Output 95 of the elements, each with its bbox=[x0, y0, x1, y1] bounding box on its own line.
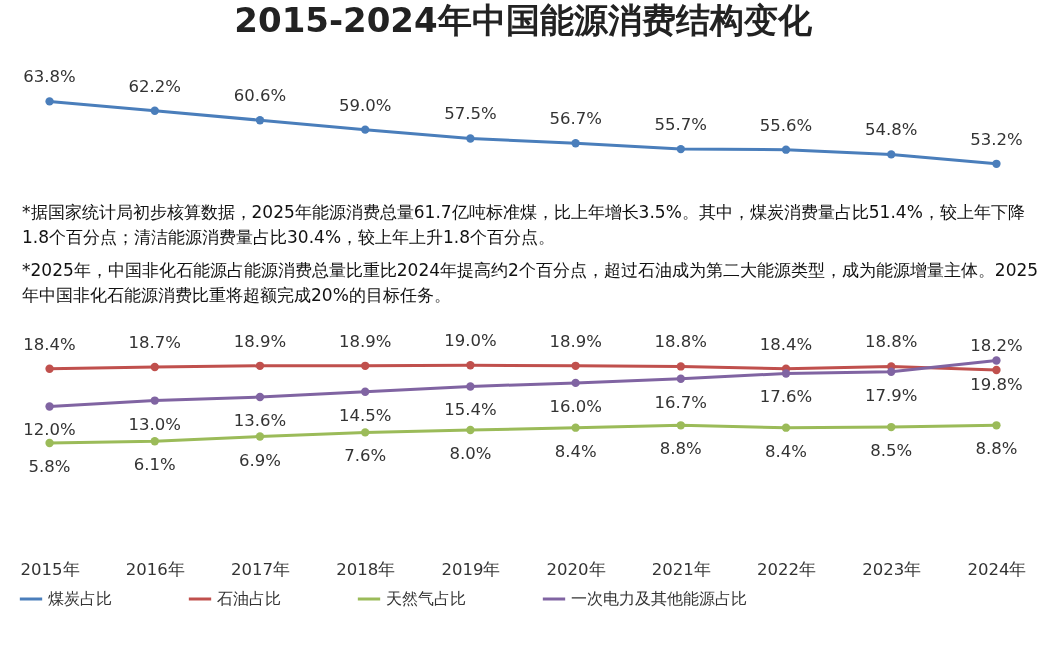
point bbox=[466, 382, 475, 391]
data-label: 8.0% bbox=[449, 444, 492, 464]
point bbox=[150, 362, 159, 372]
x-tick-label: 2017年 bbox=[230, 559, 290, 579]
point bbox=[992, 365, 1001, 375]
chart-title: 2015-2024年中国能源消费结构变化 bbox=[234, 0, 813, 41]
data-label: 57.5% bbox=[444, 104, 497, 124]
x-tick-label: 2022年 bbox=[757, 559, 817, 579]
x-tick-label: 2020年 bbox=[546, 559, 606, 579]
data-label: 16.0% bbox=[549, 396, 602, 416]
point bbox=[781, 369, 791, 378]
x-tick-label: 2019年 bbox=[441, 559, 501, 579]
x-tick-label: 2015年 bbox=[20, 559, 80, 579]
x-tick-label: 2021年 bbox=[651, 559, 711, 579]
point bbox=[45, 97, 54, 106]
point bbox=[887, 422, 896, 432]
point bbox=[992, 159, 1001, 168]
data-label: 19.8% bbox=[970, 374, 1023, 394]
point bbox=[676, 144, 685, 154]
data-label: 53.2% bbox=[970, 129, 1023, 149]
point bbox=[571, 423, 580, 432]
data-label: 12.0% bbox=[23, 420, 76, 440]
point bbox=[571, 361, 580, 370]
legend-label: 一次电力及其他能源占比 bbox=[571, 589, 747, 608]
point bbox=[255, 361, 265, 370]
data-label: 63.8% bbox=[23, 67, 76, 87]
data-label: 6.9% bbox=[239, 450, 281, 470]
data-label: 5.8% bbox=[28, 456, 71, 476]
point bbox=[676, 421, 685, 430]
point bbox=[45, 438, 54, 448]
data-label: 55.6% bbox=[759, 115, 813, 135]
data-label: 18.2% bbox=[970, 335, 1023, 355]
data-label: 18.4% bbox=[759, 334, 813, 354]
annotation: *2025年，中国非化石能源占能源消费总量比重比2024年提高约2个百分点，超过石油成为第二大能源类型，成为能源增量主体。2025年中国非化石能源消费比重将超额完成20%的目标任务。 bbox=[22, 259, 1040, 307]
data-label: 15.4% bbox=[444, 400, 497, 420]
point bbox=[571, 139, 580, 148]
legend-label: 煤炭占比 bbox=[48, 589, 112, 608]
point bbox=[466, 425, 475, 435]
point bbox=[781, 145, 791, 154]
point bbox=[150, 396, 159, 405]
data-label: 8.4% bbox=[765, 441, 807, 461]
data-label: 54.8% bbox=[865, 120, 918, 140]
data-label: 13.0% bbox=[128, 414, 181, 434]
point bbox=[361, 387, 370, 396]
point bbox=[45, 364, 54, 373]
data-label: 8.8% bbox=[659, 439, 702, 459]
legend-label: 石油占比 bbox=[217, 589, 281, 608]
data-label: 8.4% bbox=[554, 441, 597, 461]
data-label: 16.7% bbox=[654, 392, 708, 412]
point bbox=[887, 150, 896, 159]
point bbox=[45, 402, 54, 411]
data-label: 62.2% bbox=[128, 76, 181, 96]
point bbox=[676, 362, 685, 371]
data-label: 59.0% bbox=[338, 95, 392, 115]
point bbox=[992, 356, 1001, 365]
x-tick-label: 2023年 bbox=[862, 559, 922, 579]
x-tick-label: 2024年 bbox=[967, 559, 1027, 579]
point bbox=[361, 428, 370, 437]
data-label: 17.6% bbox=[759, 387, 813, 407]
data-label: 18.9% bbox=[549, 331, 602, 351]
legend-label: 天然气占比 bbox=[386, 589, 466, 608]
point bbox=[571, 378, 580, 388]
point bbox=[150, 437, 159, 446]
data-label: 8.5% bbox=[870, 441, 913, 461]
data-label: 17.9% bbox=[865, 385, 918, 405]
data-label: 7.6% bbox=[344, 446, 387, 466]
data-label: 14.5% bbox=[338, 405, 392, 425]
data-label: 18.4% bbox=[23, 334, 76, 354]
x-tick-label: 2016年 bbox=[125, 559, 185, 579]
point bbox=[255, 432, 265, 441]
data-label: 18.7% bbox=[128, 333, 181, 353]
data-label: 6.1% bbox=[133, 455, 176, 475]
point bbox=[255, 116, 265, 125]
point bbox=[361, 361, 370, 370]
point bbox=[466, 361, 475, 370]
point bbox=[150, 106, 159, 115]
point bbox=[887, 367, 896, 376]
data-label: 8.8% bbox=[975, 439, 1018, 459]
data-label: 56.7% bbox=[549, 109, 602, 129]
point bbox=[255, 392, 265, 402]
data-label: 18.9% bbox=[338, 331, 392, 351]
data-label: 19.0% bbox=[444, 331, 497, 351]
x-tick-label: 2018年 bbox=[336, 559, 396, 579]
data-label: 18.9% bbox=[233, 331, 287, 351]
point bbox=[992, 421, 1001, 430]
point bbox=[361, 125, 370, 134]
data-label: 18.8% bbox=[865, 332, 918, 352]
data-label: 13.6% bbox=[233, 411, 287, 431]
data-label: 18.8% bbox=[654, 332, 708, 352]
point bbox=[466, 134, 475, 143]
data-label: 55.7% bbox=[654, 115, 708, 135]
point bbox=[781, 423, 791, 432]
data-label: 60.6% bbox=[233, 86, 287, 106]
annotation: *据国家统计局初步核算数据，2025年能源消费总量61.7亿吨标准煤，比上年增长3.5%。其中，煤炭消费量占比51.4%，较上年下降1.8个百分点；清洁能源消费量占比30.4%，较上年上升1.8个百分点。 bbox=[22, 201, 1026, 249]
point bbox=[676, 374, 685, 383]
